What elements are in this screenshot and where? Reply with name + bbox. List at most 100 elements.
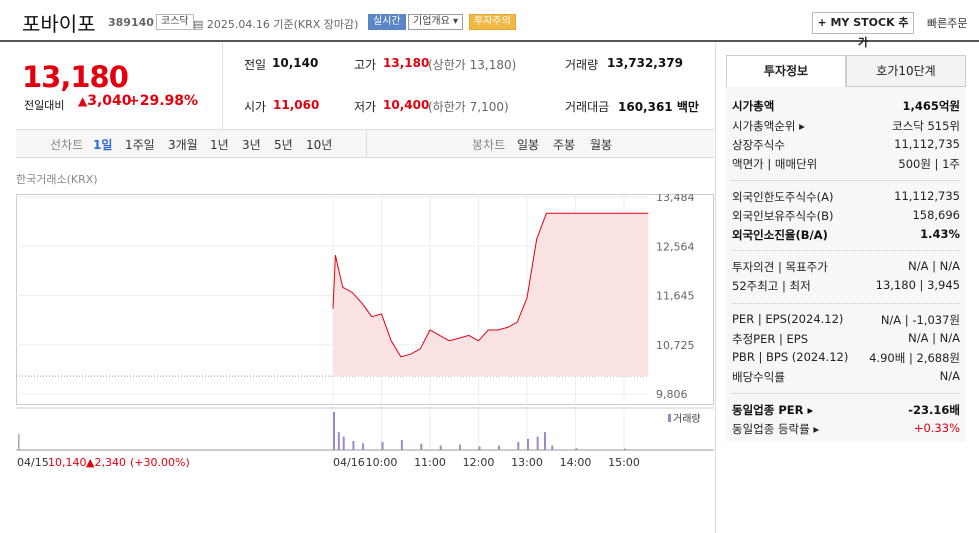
sidebar (715, 43, 979, 533)
info-row-label: 52주최고 | 최저 (732, 279, 811, 293)
prev-value: 10,140 (272, 56, 319, 70)
info-row-value: 13,180 | 3,945 (875, 278, 960, 292)
line-chart-label: 선차트 (50, 138, 84, 152)
info-row-label: 상장주식수 (732, 138, 785, 152)
sidebar-separator (732, 393, 960, 394)
prev-label: 전일 (244, 58, 267, 72)
info-row: 동일업종 등락률 ▸ +0.33% (732, 421, 960, 437)
info-row-label[interactable]: 동일업종 PER ▸ (732, 403, 814, 417)
candle-monthly[interactable]: 월봉 (590, 138, 613, 152)
info-row-value: 1.43% (920, 227, 960, 241)
x-tick-label: 04/16 (333, 456, 365, 469)
info-row-value: N/A | N/A (908, 259, 960, 273)
period-3y[interactable]: 3년 (242, 138, 261, 152)
y-tick-label: 10,725 (656, 339, 695, 352)
quick-order-link[interactable]: 빠른주문 (927, 17, 968, 30)
current-price: 13,180 (22, 60, 129, 94)
y-tick-label: 9,806 (656, 388, 688, 401)
volume-bar (381, 441, 384, 450)
intraday-chart[interactable]: 13,484 12,564 11,645 10,725 9,806 거래량 04/16 10:… (16, 194, 714, 524)
x-tick-label: 13:00 (511, 456, 543, 469)
tab-invest-info[interactable]: 투자정보 (726, 55, 846, 87)
info-row-label: 추정PER | EPS (732, 332, 809, 346)
x-tick-label: 15:00 (608, 456, 640, 469)
info-row: 배당수익률 N/A (732, 369, 960, 385)
info-row-value: 4.90배 | 2,688원 (869, 351, 960, 365)
info-row-value: N/A | N/A (908, 331, 960, 345)
info-row: 투자의견 | 목표주가 N/A | N/A (732, 259, 960, 275)
info-row: 외국인소진율(B/A) 1.43% (732, 227, 960, 243)
price-box (16, 43, 223, 129)
volume-value: 13,732,379 (607, 56, 683, 70)
volume-bar (342, 436, 345, 450)
company-overview-dropdown[interactable]: 기업개요 ▾ (408, 14, 463, 30)
info-row-label: 액면가 | 매매단위 (732, 157, 818, 171)
prev-day-volume-bar (18, 434, 20, 450)
volume-bar (551, 445, 554, 450)
info-row-value: N/A | -1,037원 (880, 313, 960, 327)
candle-weekly[interactable]: 주봉 (553, 138, 576, 152)
low-limit: (하한가 7,100) (428, 100, 509, 114)
amount-value: 160,361 백만 (618, 100, 699, 114)
x-tick-label: 12:00 (463, 456, 495, 469)
volume-bar (333, 412, 335, 450)
info-row-label: 시가총액 (732, 99, 775, 113)
my-stock-add-button[interactable]: + MY STOCK 추가 (812, 12, 914, 49)
prev-day-pct: (+30.00%) (130, 456, 190, 469)
prev-day-change: ▲2,340 (86, 456, 126, 469)
info-row: 52주최고 | 최저 13,180 | 3,945 (732, 278, 960, 294)
volume-bar (497, 445, 500, 450)
info-row-value: +0.33% (913, 421, 960, 435)
info-row-label[interactable]: 시가총액순위 ▸ (732, 119, 805, 133)
info-row: 액면가 | 매매단위 500원 | 1주 (732, 156, 960, 172)
change-value: ▲3,040 (78, 93, 132, 109)
price-area (332, 212, 649, 377)
info-row: 상장주식수 11,112,735 (732, 137, 960, 153)
info-row: 동일업종 PER ▸ -23.16배 (732, 402, 960, 418)
info-row-label[interactable]: 동일업종 등락률 ▸ (732, 422, 820, 436)
info-row: 외국인보유주식수(B) 158,696 (732, 208, 960, 224)
volume-bar (337, 432, 340, 450)
volume-legend-swatch (668, 414, 671, 422)
tab-orderbook[interactable]: 호가10단계 (846, 55, 966, 87)
low-label: 저가 (354, 100, 377, 114)
volume-bar (575, 448, 578, 450)
open-value: 11,060 (273, 98, 320, 112)
volume-bar (439, 445, 442, 450)
volume-bar (624, 448, 626, 450)
candle-daily[interactable]: 일봉 (517, 138, 540, 152)
info-row-value: N/A (939, 369, 960, 383)
chart-labels: 13,484 12,564 11,645 10,725 9,806 거래량 04/16 10:… (17, 194, 701, 469)
info-row-value: 11,112,735 (894, 137, 960, 151)
info-row: 추정PER | EPS N/A | N/A (732, 331, 960, 347)
volume-legend-label: 거래량 (673, 413, 701, 425)
volume-bars (18, 412, 626, 450)
sidebar-separator (732, 250, 960, 251)
up-arrow-icon: ▲ (78, 94, 88, 108)
chart-frame (16, 194, 714, 405)
info-row-label: PER | EPS(2024.12) (732, 312, 844, 326)
low-value: 10,400 (383, 98, 430, 112)
period-3m[interactable]: 3개월 (168, 138, 198, 152)
info-row-value: 500원 | 1주 (898, 157, 960, 171)
range-bar (16, 129, 714, 158)
volume-bar (517, 441, 520, 450)
period-1y[interactable]: 1년 (210, 138, 229, 152)
stock-name: 포바이포 (22, 12, 96, 36)
x-tick-label: 14:00 (560, 456, 592, 469)
period-1d[interactable]: 1일 (93, 138, 113, 152)
info-row-label: 투자의견 | 목표주가 (732, 260, 828, 274)
change-label: 전일대비 (24, 99, 65, 112)
sidebar-separator (732, 180, 960, 181)
info-row-value: 11,112,735 (894, 189, 960, 203)
price-line (332, 212, 649, 358)
volume-bar (352, 441, 355, 450)
period-1w[interactable]: 1주일 (125, 138, 155, 152)
volume-bar (400, 440, 403, 450)
realtime-tag[interactable]: 실시간 (368, 14, 406, 30)
volume-bar (527, 438, 529, 450)
period-10y[interactable]: 10년 (306, 138, 333, 152)
price-fill (333, 213, 649, 377)
info-row: PER | EPS(2024.12) N/A | -1,037원 (732, 312, 960, 328)
period-5y[interactable]: 5년 (274, 138, 293, 152)
